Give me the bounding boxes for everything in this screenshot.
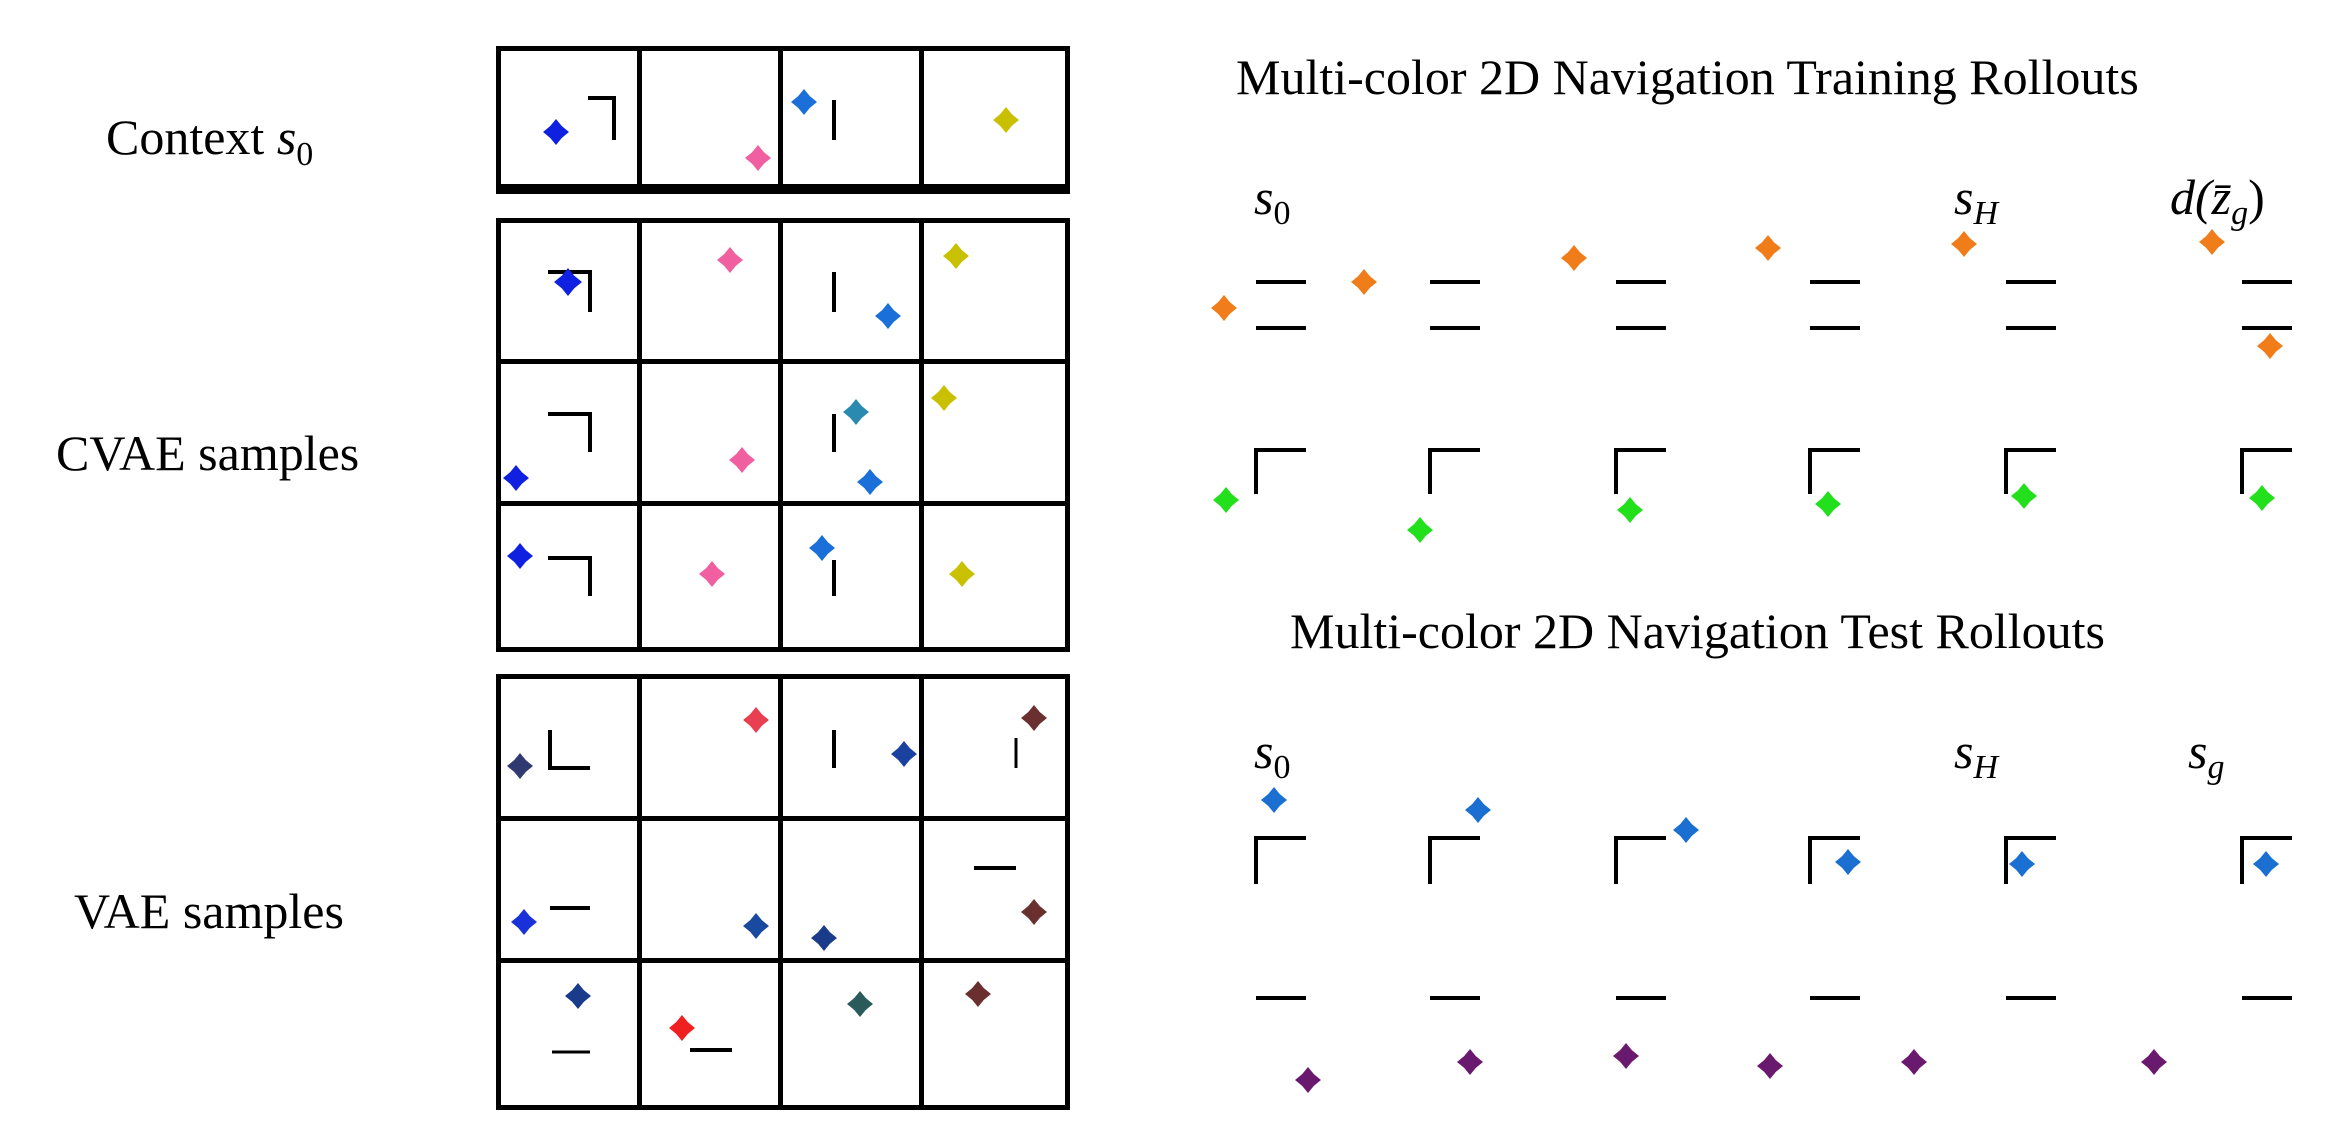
wall-corner [2004, 836, 2056, 884]
wall-corner [1614, 836, 1666, 884]
wall-corner [1614, 448, 1666, 494]
test-label-sg: sg [2188, 723, 2225, 786]
wall-corner [1428, 448, 1480, 494]
train-label-dzg: d(z̄g) [2170, 169, 2265, 232]
test-label-s0: s0 [1254, 723, 1291, 786]
agent-dot [1561, 245, 1587, 271]
grid-cell [924, 963, 1065, 1105]
agent-dot [1617, 497, 1643, 523]
wall-corner [1808, 836, 1860, 884]
grid-cell [783, 963, 924, 1105]
grid-cell [642, 963, 783, 1105]
grid-cell [501, 505, 642, 647]
grid-cell [783, 821, 924, 963]
train-label-sH: sH [1954, 169, 1999, 232]
context-grid [496, 46, 1070, 194]
agent-dot [1457, 1049, 1483, 1075]
agent-dot [1951, 231, 1977, 257]
test-label-sH: sH [1954, 723, 1999, 786]
agent-dot [1835, 849, 1861, 875]
grid-cell [924, 223, 1065, 365]
agent-dot [2257, 333, 2283, 359]
wall-corner [1254, 836, 1306, 884]
wall-corner [1254, 448, 1306, 494]
agent-dot [1465, 797, 1491, 823]
agent-dot [2011, 483, 2037, 509]
agent-dot [1613, 1043, 1639, 1069]
agent-dot [1673, 817, 1699, 843]
grid-cell [924, 51, 1065, 189]
agent-dot [1757, 1053, 1783, 1079]
agent-dot [1213, 487, 1239, 513]
grid-cell [642, 364, 783, 506]
grid-cell [501, 364, 642, 506]
wall-corner [1808, 448, 1860, 494]
agent-dot [1407, 517, 1433, 543]
grid-cell [501, 963, 642, 1105]
agent-dot [2009, 851, 2035, 877]
grid-cell [642, 679, 783, 821]
agent-dot [2253, 851, 2279, 877]
grid-cell [642, 223, 783, 365]
wall-corner [1428, 836, 1480, 884]
agent-dot [2249, 485, 2275, 511]
grid-cell [783, 505, 924, 647]
grid-cell [924, 679, 1065, 821]
grid-cell [783, 51, 924, 189]
agent-dot [2141, 1049, 2167, 1075]
wall-corner [2240, 448, 2292, 494]
wall-corner [2004, 448, 2056, 494]
wall-corner [2240, 836, 2292, 884]
agent-dot [1755, 235, 1781, 261]
grid-cell [501, 821, 642, 963]
grid-cell [783, 679, 924, 821]
vae-samples-label: VAE samples [74, 883, 344, 939]
grid-cell [642, 51, 783, 189]
agent-dot [1295, 1067, 1321, 1093]
agent-dot [1211, 295, 1237, 321]
vae-grid [496, 674, 1070, 1110]
grid-cell [783, 223, 924, 365]
agent-dot [2199, 229, 2225, 255]
grid-cell [501, 679, 642, 821]
grid-cell [924, 364, 1065, 506]
grid-cell [642, 821, 783, 963]
context-label: Context s0 [106, 109, 314, 173]
cvae-grid [496, 218, 1070, 652]
grid-cell [783, 364, 924, 506]
training-rollouts-title: Multi-color 2D Navigation Training Rollo… [1236, 49, 2139, 105]
grid-cell [924, 821, 1065, 963]
agent-dot [1261, 787, 1287, 813]
agent-dot [1351, 269, 1377, 295]
train-label-s0: s0 [1254, 169, 1291, 232]
grid-cell [642, 505, 783, 647]
agent-dot [1901, 1049, 1927, 1075]
cvae-samples-label: CVAE samples [56, 425, 360, 481]
grid-cell [924, 506, 1065, 647]
test-rollouts-title: Multi-color 2D Navigation Test Rollouts [1290, 603, 2105, 659]
grid-cell [501, 51, 642, 189]
grid-cell [501, 223, 642, 365]
agent-dot [1815, 491, 1841, 517]
